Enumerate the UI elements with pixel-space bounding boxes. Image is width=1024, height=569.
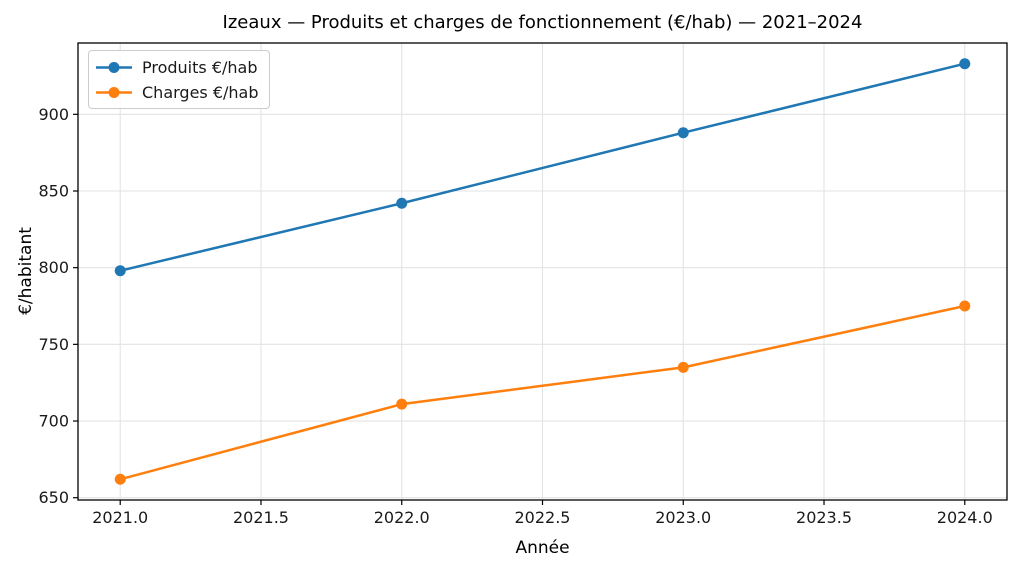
x-tick-label: 2021.0 — [92, 508, 148, 527]
x-tick-label: 2023.0 — [655, 508, 711, 527]
y-tick-label: 900 — [38, 105, 69, 124]
charges-point — [396, 398, 408, 410]
produits-point — [396, 197, 408, 209]
x-tick-label: 2021.5 — [233, 508, 289, 527]
y-tick-label: 750 — [38, 335, 69, 354]
charges-line — [118, 304, 967, 481]
chart-title: Izeaux — Produits et charges de fonction… — [222, 12, 863, 33]
produits-line — [118, 62, 967, 272]
produits-swatch-marker — [108, 61, 120, 73]
legend: Produits €/hab Charges €/hab — [88, 50, 270, 109]
produits-point — [114, 265, 126, 277]
charges-line-swatch — [96, 86, 132, 98]
charges-swatch-marker — [108, 86, 120, 98]
y-tick-label: 700 — [38, 412, 69, 431]
charges-point — [114, 473, 126, 485]
x-tick-label: 2024.0 — [937, 508, 993, 527]
y-axis-label: €/habitant — [16, 227, 36, 315]
x-tick-label: 2023.5 — [796, 508, 852, 527]
legend-label-charges: Charges €/hab — [142, 82, 259, 102]
x-tick-label: 2022.0 — [374, 508, 430, 527]
x-axis-label: Année — [515, 538, 570, 558]
produits-line-swatch — [96, 61, 132, 73]
y-tick-label: 650 — [38, 488, 69, 507]
legend-label-produits: Produits €/hab — [142, 57, 258, 77]
axes-box — [77, 42, 1008, 501]
legend-item-charges: Charges €/hab — [95, 81, 259, 103]
legend-item-produits: Produits €/hab — [95, 56, 259, 78]
charges-point — [677, 361, 689, 373]
y-tick-label: 800 — [38, 258, 69, 277]
x-tick-label: 2022.5 — [515, 508, 571, 527]
charges-point — [959, 300, 971, 312]
y-tick-label: 850 — [38, 181, 69, 200]
produits-point — [959, 58, 971, 70]
produits-point — [677, 127, 689, 139]
